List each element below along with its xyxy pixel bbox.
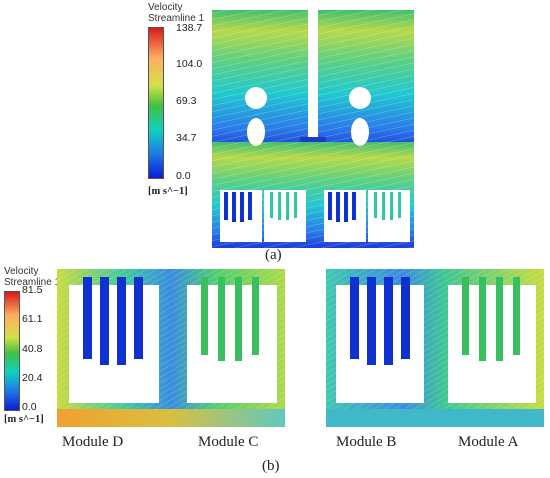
label-module-d: Module D bbox=[62, 434, 124, 450]
legend-b-title-line1: Velocity bbox=[4, 266, 39, 277]
module-d-block bbox=[69, 285, 159, 403]
legend-b-tick-4: 20.4 bbox=[22, 372, 43, 384]
panel-a-streamline-plot bbox=[212, 10, 414, 248]
legend-a-title-line1: Velocity bbox=[148, 2, 183, 13]
legend-b-tick-2: 61.1 bbox=[22, 313, 43, 325]
label-module-b: Module B bbox=[336, 434, 397, 450]
legend-a-tick-5: 0.0 bbox=[176, 170, 191, 182]
module-c-block bbox=[187, 285, 277, 403]
legend-a-tick-2: 104.0 bbox=[176, 58, 203, 70]
legend-b-colorbar bbox=[4, 291, 20, 411]
legend-a-title: Velocity Streamline 1 bbox=[148, 2, 204, 24]
legend-a-unit: [m s^−1] bbox=[148, 186, 188, 197]
legend-b-tick-3: 40.8 bbox=[22, 343, 43, 355]
legend-a-tick-4: 34.7 bbox=[176, 132, 197, 144]
legend-b-title: Velocity Streamline 1 bbox=[4, 266, 60, 288]
label-module-a: Module A bbox=[458, 434, 519, 450]
legend-a-tick-3: 69.3 bbox=[176, 95, 197, 107]
legend-b-title-line2: Streamline 1 bbox=[4, 277, 61, 288]
legend-b-tick-5: 0.0 bbox=[22, 401, 37, 413]
legend-b-unit: [m s^−1] bbox=[4, 414, 44, 425]
label-module-c: Module C bbox=[198, 434, 259, 450]
module-b-block bbox=[336, 285, 424, 403]
panel-b-right-plot bbox=[326, 269, 544, 427]
panel-b-left-plot bbox=[57, 269, 285, 427]
caption-a: (a) bbox=[265, 247, 282, 263]
caption-b: (b) bbox=[262, 458, 280, 474]
legend-a-colorbar bbox=[148, 27, 164, 179]
legend-b-tick-1: 81.5 bbox=[22, 284, 43, 296]
legend-a-title-line2: Streamline 1 bbox=[148, 13, 205, 24]
legend-a-tick-1: 138.7 bbox=[176, 22, 203, 34]
module-a-block bbox=[448, 285, 536, 403]
